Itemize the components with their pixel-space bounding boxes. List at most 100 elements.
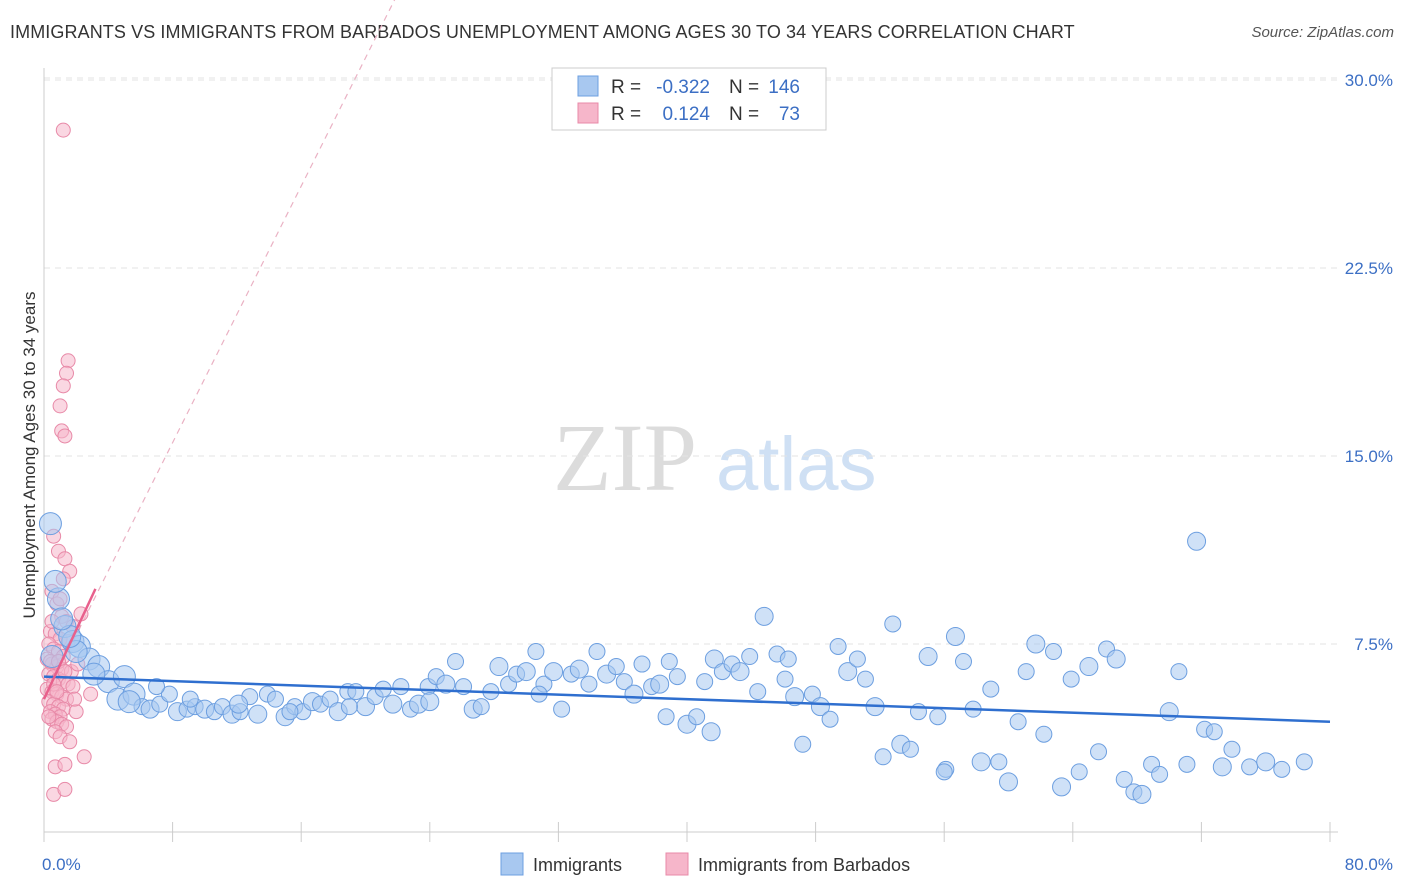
immigrants-point — [955, 654, 971, 670]
immigrants-point — [1018, 664, 1034, 680]
y-tick-label: 22.5% — [1345, 259, 1393, 278]
immigrants-point — [919, 648, 937, 666]
bottom-legend-label-immigrants: Immigrants — [533, 855, 622, 875]
barbados-point — [58, 429, 72, 443]
immigrants-point — [44, 570, 66, 592]
immigrants-point — [1179, 756, 1195, 772]
bottom-legend-swatch-barbados — [666, 853, 688, 875]
immigrants-point — [1206, 724, 1222, 740]
barbados-point — [63, 735, 77, 749]
immigrants-point — [634, 656, 650, 672]
immigrants-point — [51, 608, 73, 630]
immigrants-point — [1107, 650, 1125, 668]
immigrants-point — [1063, 671, 1079, 687]
barbados-point — [58, 782, 72, 796]
immigrants-point — [608, 659, 624, 675]
legend-swatch-barbados — [578, 103, 598, 123]
immigrants-point — [742, 649, 758, 665]
barbados-point — [58, 757, 72, 771]
immigrants-point — [182, 691, 198, 707]
legend-r-label-2: R = — [611, 104, 641, 125]
immigrants-point — [780, 651, 796, 667]
immigrants-point — [545, 663, 563, 681]
immigrants-point — [983, 681, 999, 697]
barbados-point — [56, 123, 70, 137]
x-tick-label-max: 80.0% — [1345, 855, 1393, 874]
legend-r-value-2: 0.124 — [662, 104, 710, 125]
immigrants-point — [849, 651, 865, 667]
immigrants-point — [1160, 703, 1178, 721]
y-tick-label: 15.0% — [1345, 447, 1393, 466]
immigrants-point — [1036, 726, 1052, 742]
immigrants-point — [83, 663, 105, 685]
immigrants-point — [750, 684, 766, 700]
scatter-chart: ZIP atlas 7.5%15.0%22.5%30.0% 0.0% 80.0%… — [0, 0, 1406, 892]
immigrants-point — [731, 663, 749, 681]
barbados-points — [40, 123, 97, 801]
legend-r-value-1: -0.322 — [656, 77, 710, 98]
y-axis-title: Unemployment Among Ages 30 to 34 years — [20, 292, 39, 619]
bottom-legend: Immigrants Immigrants from Barbados — [501, 853, 910, 875]
immigrants-point — [795, 736, 811, 752]
bottom-legend-swatch-immigrants — [501, 853, 523, 875]
immigrants-point — [421, 693, 439, 711]
immigrants-point — [972, 753, 990, 771]
immigrants-point — [448, 654, 464, 670]
watermark-atlas: atlas — [716, 422, 877, 507]
barbados-point — [61, 354, 75, 368]
immigrants-point — [249, 705, 267, 723]
y-tick-labels: 7.5% 15.0% 22.5% 30.0% — [1345, 71, 1393, 654]
immigrants-point — [1188, 532, 1206, 550]
immigrants-point — [875, 749, 891, 765]
immigrants-point — [393, 679, 409, 695]
legend-box: R = -0.322 N = 146 R = 0.124 N = 73 — [552, 68, 826, 130]
barbados-point — [50, 685, 64, 699]
immigrants-point — [991, 754, 1007, 770]
legend-n-label-2: N = — [729, 104, 759, 125]
immigrants-point — [625, 685, 643, 703]
immigrants-point — [702, 723, 720, 741]
immigrants-point — [857, 671, 873, 687]
immigrants-point — [902, 741, 918, 757]
immigrants-point — [1274, 761, 1290, 777]
x-tick-label-min: 0.0% — [42, 855, 81, 874]
immigrants-point — [384, 695, 402, 713]
barbados-point — [69, 705, 83, 719]
immigrants-point — [822, 711, 838, 727]
legend-n-value-2: 73 — [779, 104, 800, 125]
immigrants-point — [589, 644, 605, 660]
watermark-zip: ZIP — [553, 404, 697, 511]
immigrants-point — [1010, 714, 1026, 730]
barbados-point — [58, 552, 72, 566]
immigrants-point — [658, 709, 674, 725]
legend-swatch-immigrants — [578, 76, 598, 96]
immigrants-point — [1224, 741, 1240, 757]
barbados-point — [84, 687, 98, 701]
immigrants-point — [830, 639, 846, 655]
barbados-point — [68, 692, 82, 706]
immigrants-point — [1152, 766, 1168, 782]
immigrants-point — [490, 658, 508, 676]
immigrants-point — [1027, 635, 1045, 653]
immigrants-point — [669, 669, 685, 685]
gridlines — [44, 78, 1338, 644]
immigrants-points — [39, 513, 1312, 804]
y-tick-label: 7.5% — [1354, 635, 1393, 654]
immigrants-point — [517, 663, 535, 681]
immigrants-point — [755, 607, 773, 625]
immigrants-point — [1046, 644, 1062, 660]
immigrants-point — [777, 671, 793, 687]
immigrants-point — [651, 675, 669, 693]
immigrants-point — [1171, 664, 1187, 680]
immigrants-point — [267, 691, 283, 707]
immigrants-point — [936, 764, 952, 780]
immigrants-point — [341, 699, 357, 715]
immigrants-point — [661, 654, 677, 670]
immigrants-point — [1133, 785, 1151, 803]
immigrants-point — [1071, 764, 1087, 780]
immigrants-point — [930, 709, 946, 725]
immigrants-point — [1091, 744, 1107, 760]
immigrants-point — [118, 691, 140, 713]
immigrants-point — [885, 616, 901, 632]
immigrants-point — [282, 704, 298, 720]
